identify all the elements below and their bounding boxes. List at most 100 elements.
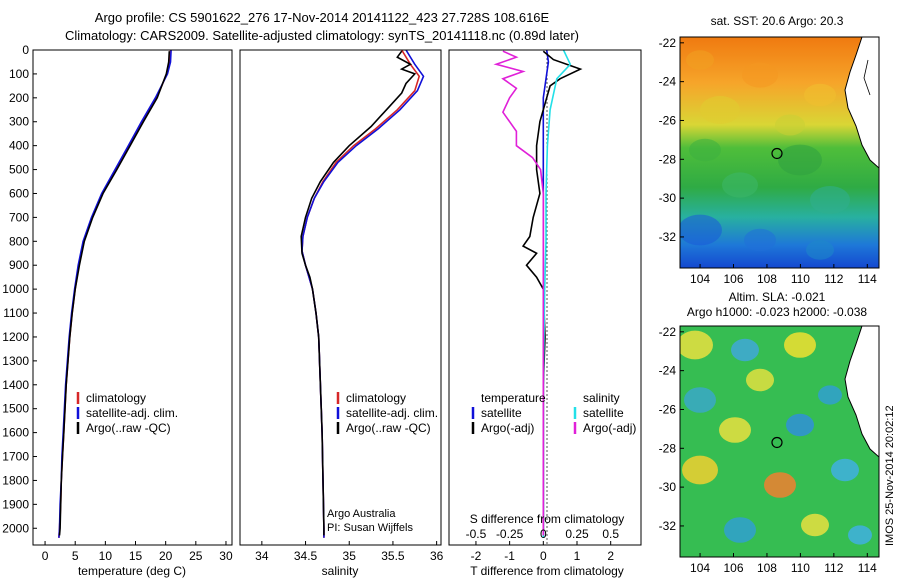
- difference-legend: temperature satellite Argo(-adj) salinit…: [471, 391, 636, 435]
- x-tick-label: 20: [159, 549, 173, 563]
- top-x-tick-label: 0.25: [565, 527, 589, 541]
- sla-eddy: [746, 368, 774, 392]
- map-y-tick-label: -24: [659, 364, 677, 378]
- map-y-tick-label: -22: [659, 325, 677, 339]
- imos-timestamp: IMOS 25-Nov-2014 20:02:12: [884, 405, 896, 546]
- series-line-argo-raw-qc-: [300, 50, 417, 536]
- series-line-climatology: [58, 50, 172, 538]
- difference-panel: -2 -1 0 1 2 S difference from climatology -0…: [448, 49, 642, 578]
- sst-field-texture: [722, 172, 758, 198]
- pi-annotation-line2: PI: Susan Wijffels: [327, 522, 413, 534]
- sla-eddy: [831, 458, 859, 482]
- temperature-xlabel: temperature (deg C): [78, 564, 186, 578]
- sst-field-texture: [744, 228, 776, 252]
- argo-float-position-marker: [771, 436, 783, 449]
- salinity-xlabel: salinity: [322, 564, 359, 578]
- sst-field-texture: [775, 114, 805, 136]
- pi-annotation-line1: Argo Australia: [327, 508, 396, 520]
- sla-eddy: [784, 332, 816, 358]
- difference-xlabel: T difference from climatology: [470, 564, 624, 578]
- sst-field-texture: [686, 50, 714, 70]
- map-y-tick-label: -30: [659, 480, 677, 494]
- legend-label-climatology: climatology: [86, 391, 146, 405]
- sla-map-title: Altim. SLA: -0.021: [729, 290, 826, 304]
- series-line-temperature-argo-adj-: [521, 50, 583, 536]
- y-tick-label: 600: [9, 186, 29, 200]
- sla-eddy: [731, 338, 759, 362]
- sst-field-texture: [806, 240, 834, 260]
- sla-map-subtitle: Argo h1000: -0.023 h2000: -0.038: [687, 305, 867, 319]
- y-tick-label: 1000: [2, 282, 29, 296]
- sla-eddy: [680, 330, 713, 360]
- salinity-legend: climatology satellite-adj. clim. Argo(..…: [336, 391, 438, 435]
- map-x-tick-label: 114: [858, 561, 877, 575]
- y-tick-label: 1500: [2, 402, 29, 416]
- y-tick-label: 1900: [2, 497, 29, 511]
- salinity-panel: 34 34.5 35 35.5 36 salinity climatology sate…: [239, 49, 444, 578]
- legend-heading-temperature: temperature: [481, 391, 546, 405]
- legend-label-sal-satellite: satellite: [583, 406, 624, 420]
- top-x-tick-label: 0.5: [602, 527, 619, 541]
- y-tick-label: 1300: [2, 354, 29, 368]
- legend-label-temp-satellite: satellite: [481, 406, 522, 420]
- x-tick-label: 36: [430, 549, 444, 563]
- map-x-tick-label: 114: [858, 272, 877, 286]
- x-tick-label: -1: [504, 549, 515, 563]
- map-x-tick-label: 104: [690, 272, 710, 286]
- top-x-tick-label: -0.25: [496, 527, 524, 541]
- y-tick-label: 500: [9, 163, 29, 177]
- map-x-tick-label: 112: [824, 561, 843, 575]
- y-tick-label: 200: [9, 91, 29, 105]
- map-y-tick-label: -32: [659, 230, 677, 244]
- y-tick-label: 0: [22, 43, 29, 57]
- legend-heading-salinity: salinity: [583, 391, 620, 405]
- sst-field-texture: [810, 186, 850, 214]
- legend-label-temp-argo: Argo(-adj): [481, 421, 534, 435]
- temperature-axes-frame: [32, 49, 233, 546]
- series-line-satellite-adj-clim-: [301, 50, 425, 538]
- y-tick-label: 700: [9, 210, 29, 224]
- map-y-tick-label: -26: [659, 113, 677, 127]
- series-line-salinity-argo-adj-: [493, 50, 545, 536]
- sla-eddy: [724, 517, 756, 543]
- sla-eddy: [719, 417, 751, 443]
- series-line-argo-raw-qc-: [58, 51, 171, 536]
- sla-map: Altim. SLA: -0.021 Argo h1000: -0.023 h2…: [659, 290, 880, 575]
- x-tick-label: 2: [607, 549, 614, 563]
- sst-field-texture: [778, 144, 822, 176]
- x-tick-label: 1: [574, 549, 581, 563]
- coastline-land: [844, 326, 879, 458]
- temperature-legend: climatology satellite-adj. clim. Argo(..…: [76, 391, 178, 435]
- map-y-tick-label: -26: [659, 402, 677, 416]
- sst-map-title: sat. SST: 20.6 Argo: 20.3: [711, 14, 844, 28]
- map-y-tick-label: -30: [659, 191, 677, 205]
- series-line-satellite-adj-clim-: [58, 50, 172, 538]
- x-tick-label: 0: [540, 549, 547, 563]
- sst-field-texture: [700, 96, 740, 124]
- legend-label-argo: Argo(..raw -QC): [86, 421, 171, 435]
- legend-label-climatology: climatology: [346, 391, 406, 405]
- map-y-tick-label: -28: [659, 441, 677, 455]
- map-x-tick-label: 106: [723, 561, 743, 575]
- sla-eddy: [764, 472, 796, 498]
- sla-map-frame: [679, 325, 880, 558]
- temperature-panel: 0100200300400500600700800900100011001200…: [2, 43, 233, 578]
- x-tick-label: 34: [255, 549, 269, 563]
- x-tick-label: 25: [189, 549, 203, 563]
- x-tick-label: 35: [343, 549, 357, 563]
- legend-label-satellite: satellite-adj. clim.: [86, 406, 178, 420]
- x-tick-label: 15: [129, 549, 143, 563]
- y-tick-label: 400: [9, 139, 29, 153]
- difference-axes-frame: [448, 49, 642, 546]
- y-tick-label: 2000: [2, 521, 29, 535]
- sla-eddy: [801, 513, 829, 537]
- sla-field: [680, 326, 879, 557]
- series-line-climatology: [301, 50, 421, 538]
- y-tick-label: 800: [9, 234, 29, 248]
- map-x-tick-label: 104: [690, 561, 710, 575]
- map-y-tick-label: -28: [659, 152, 677, 166]
- top-x-tick-label: 0: [540, 527, 547, 541]
- difference-top-label: S difference from climatology: [470, 512, 625, 526]
- sst-field-texture: [680, 214, 722, 246]
